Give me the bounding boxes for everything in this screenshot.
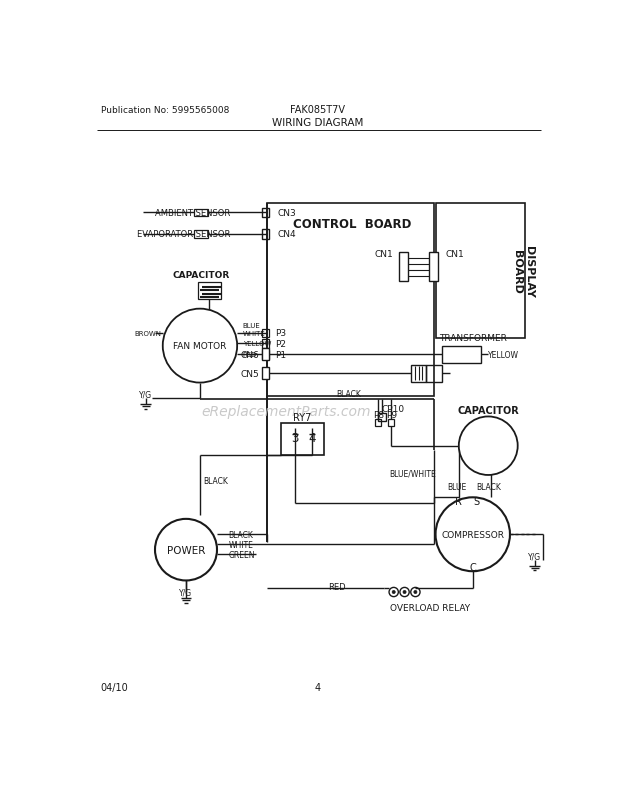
Text: Publication No: 5995565008: Publication No: 5995565008 (100, 106, 229, 115)
Text: S: S (474, 496, 480, 507)
Circle shape (414, 591, 417, 593)
Text: COMPRESSOR: COMPRESSOR (441, 530, 504, 539)
Text: CONTROL  BOARD: CONTROL BOARD (293, 218, 412, 231)
Bar (399, 253, 409, 282)
Text: CN6: CN6 (241, 350, 260, 359)
Circle shape (392, 591, 396, 593)
Bar (198, 283, 221, 300)
Bar (378, 414, 386, 422)
Circle shape (162, 310, 237, 383)
Text: YELLOW: YELLOW (489, 350, 520, 359)
Text: RED: RED (242, 351, 257, 358)
Bar (262, 230, 269, 239)
Circle shape (459, 417, 518, 476)
Bar (262, 350, 269, 359)
Text: Y/G: Y/G (139, 390, 153, 399)
Bar (428, 253, 438, 282)
Bar (435, 204, 525, 338)
Text: OVERLOAD RELAY: OVERLOAD RELAY (390, 603, 470, 612)
Text: DISPLAY
BOARD: DISPLAY BOARD (512, 245, 534, 298)
Bar (262, 330, 269, 338)
Bar (441, 346, 481, 363)
Text: AMBIENT SENSOR: AMBIENT SENSOR (155, 209, 230, 217)
Text: BLUE/WHITE: BLUE/WHITE (390, 468, 436, 477)
Text: CN1: CN1 (446, 249, 464, 258)
Text: P9: P9 (386, 411, 397, 420)
Text: BLACK: BLACK (229, 530, 254, 539)
Text: 3: 3 (291, 431, 299, 444)
Text: CAPACITOR: CAPACITOR (173, 271, 230, 280)
Bar (375, 419, 381, 427)
Text: BLACK: BLACK (336, 389, 361, 399)
Text: Y/G: Y/G (179, 588, 193, 597)
Text: TRANSFORMER: TRANSFORMER (439, 334, 507, 343)
Text: BROWN: BROWN (134, 330, 161, 336)
Text: WHITE: WHITE (229, 540, 254, 549)
Text: P2: P2 (275, 339, 286, 348)
Text: 4: 4 (315, 682, 321, 692)
Bar (281, 423, 324, 456)
Text: Y/G: Y/G (528, 552, 541, 561)
Text: BLACK: BLACK (476, 483, 501, 492)
Text: CN3: CN3 (278, 209, 296, 217)
Text: CN5: CN5 (241, 370, 260, 379)
Circle shape (155, 519, 217, 581)
Text: P3: P3 (275, 329, 286, 338)
Text: POWER: POWER (167, 545, 205, 555)
Bar (262, 367, 269, 380)
Text: WHITE: WHITE (242, 330, 265, 336)
Bar (193, 209, 208, 217)
Text: P8: P8 (373, 411, 384, 420)
Text: CN1: CN1 (374, 249, 393, 258)
Text: EVAPORATOR SENSOR: EVAPORATOR SENSOR (137, 230, 230, 239)
Text: BLACK: BLACK (203, 476, 228, 485)
Text: eReplacementParts.com: eReplacementParts.com (202, 404, 371, 419)
Text: CAPACITOR: CAPACITOR (458, 405, 519, 415)
Text: CP10: CP10 (381, 405, 404, 414)
Text: CN4: CN4 (278, 230, 296, 239)
Bar (193, 231, 208, 238)
Text: 04/10: 04/10 (100, 682, 128, 692)
Text: GREEN: GREEN (229, 550, 255, 559)
Text: BLUE: BLUE (242, 322, 260, 328)
Bar (267, 204, 434, 396)
Text: P1: P1 (275, 350, 286, 359)
Bar (427, 366, 441, 383)
Text: RY7: RY7 (293, 413, 311, 423)
Text: 4: 4 (309, 431, 316, 444)
Bar (388, 419, 394, 427)
Text: R: R (455, 496, 463, 507)
Bar (262, 340, 269, 349)
Text: FAN MOTOR: FAN MOTOR (173, 342, 227, 350)
Text: RED: RED (329, 582, 346, 591)
Circle shape (403, 591, 406, 593)
Text: YELLOW: YELLOW (242, 341, 271, 347)
Text: BLUE: BLUE (448, 483, 467, 492)
Bar (262, 209, 269, 218)
Text: FAK085T7V: FAK085T7V (290, 105, 345, 115)
Bar (262, 349, 269, 361)
Text: C: C (469, 562, 476, 572)
Circle shape (435, 498, 510, 572)
Bar (410, 366, 427, 383)
Text: WIRING DIAGRAM: WIRING DIAGRAM (272, 118, 363, 128)
